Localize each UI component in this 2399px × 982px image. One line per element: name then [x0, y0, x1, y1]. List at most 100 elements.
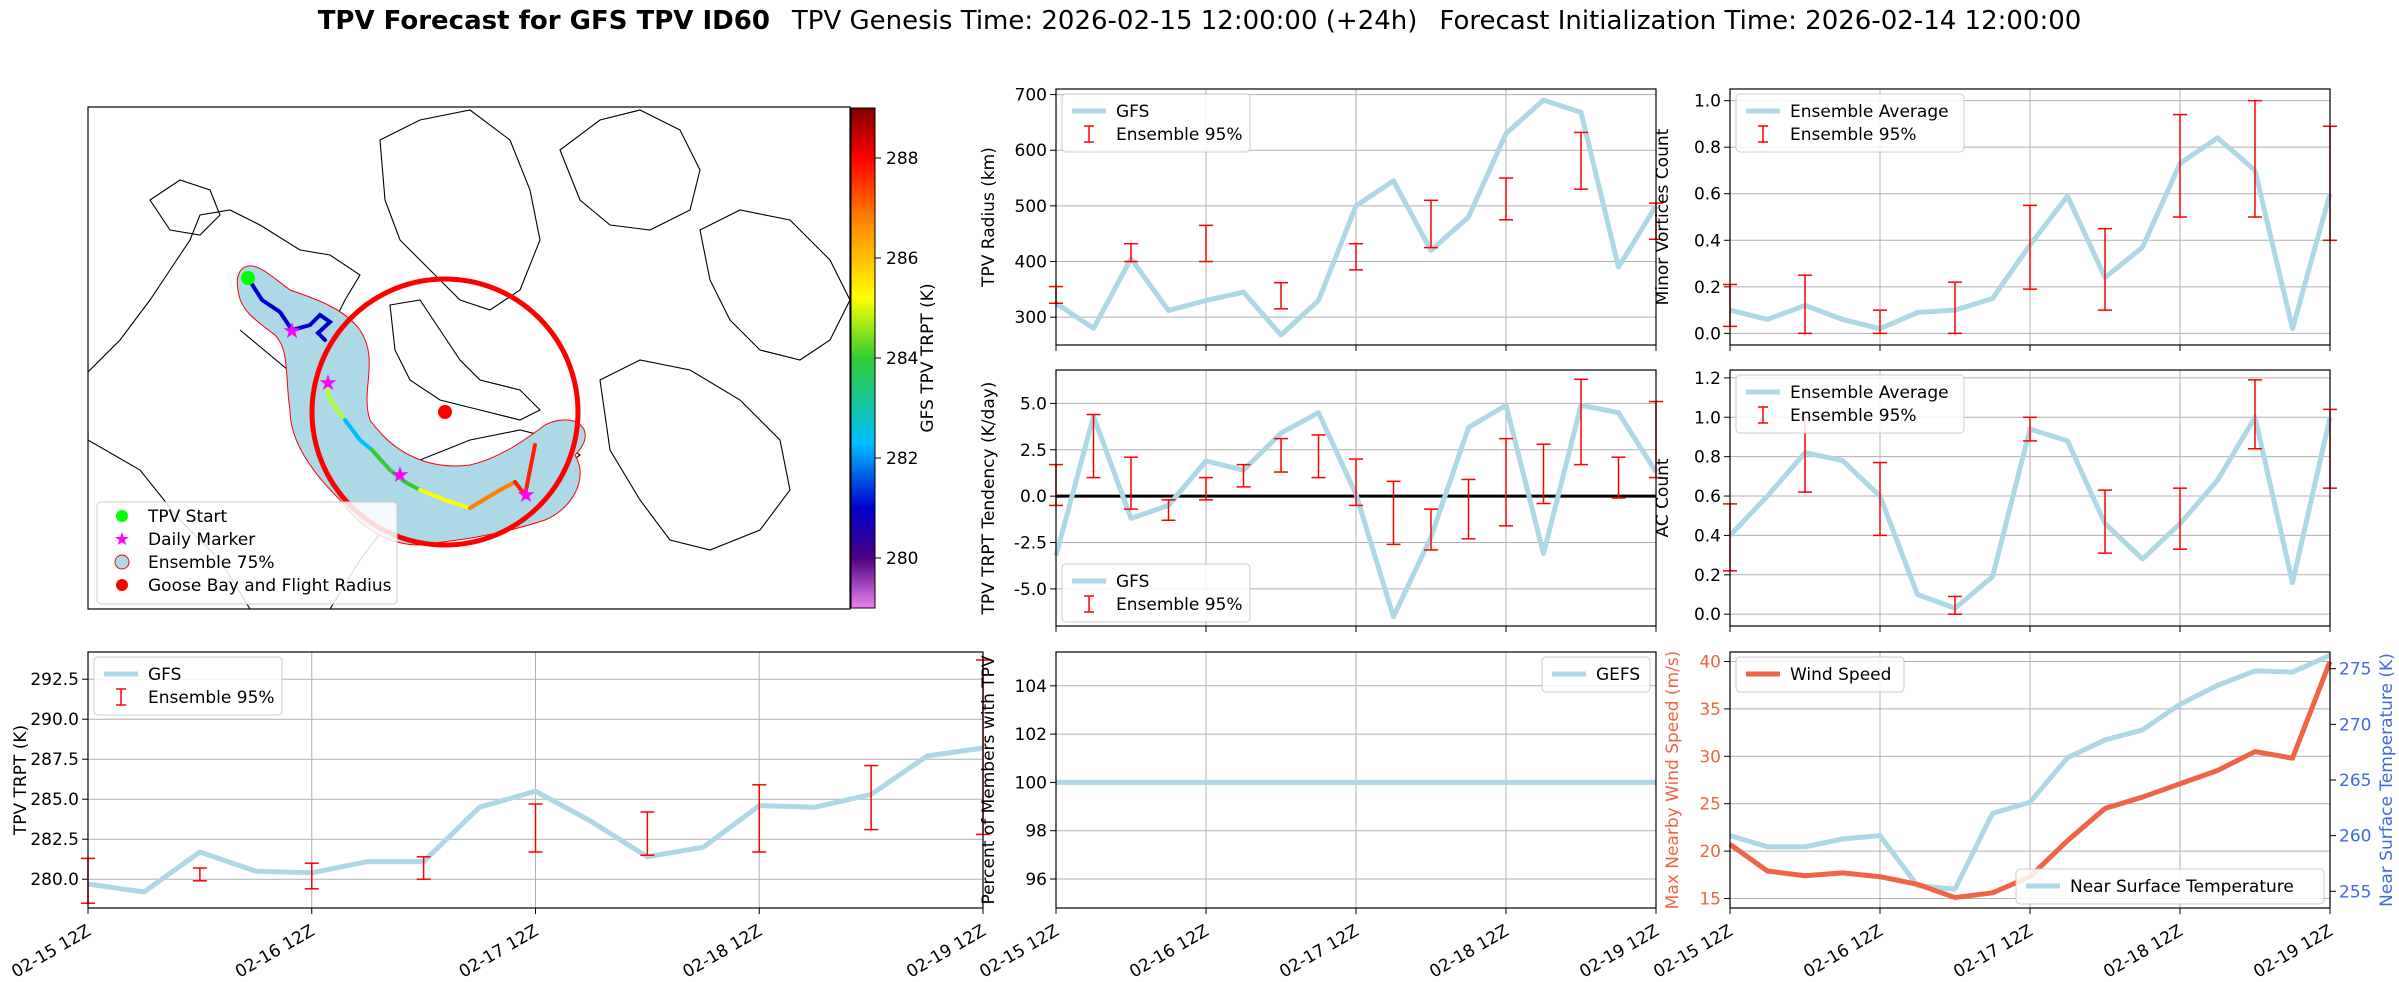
series-line [87, 745, 984, 895]
flight-radius-circle [309, 276, 581, 548]
plot-frame [1055, 88, 1657, 346]
y-tick-label: 0.4 [1694, 526, 1721, 546]
panel-minor-vortices: 0.0 0.2 0.4 0.6 0.8 1.0 Minor Vortices Count En… [1653, 88, 2337, 351]
y-tick-label: 20 [1699, 842, 1721, 862]
y-right-tick-label: 275 [2339, 660, 2371, 680]
x-tick-label: 02-18 12Z [679, 921, 765, 982]
legend-right-label: Near Surface Temperature [2070, 877, 2294, 897]
colorbar-tick-label: 284 [886, 349, 918, 369]
daily-marker: ★ [318, 371, 338, 396]
y-tick-label: 1.0 [1694, 92, 1721, 112]
x-tick-label: 02-17 12Z [1950, 921, 2036, 982]
y-tick-label: 35 [1699, 700, 1721, 720]
y-tick-label: 292.5 [30, 670, 79, 690]
legend-box [1541, 656, 1651, 693]
goose-bay-point [438, 405, 452, 419]
y-tick-label: 1.0 [1694, 408, 1721, 428]
legend-daily-marker: ★ [114, 529, 130, 550]
x-tick-label: 02-19 12Z [903, 921, 989, 982]
colorbar-tick-label: 280 [886, 549, 918, 569]
map-coast-quebec [389, 299, 541, 421]
y-tick-label: 1.2 [1694, 369, 1721, 389]
daily-markers: ★ ★ ★ ★ [282, 319, 536, 508]
legend-label: Ensemble Average [1790, 102, 1949, 122]
y-tick-label: 400 [1015, 253, 1047, 273]
y-tick-label: 300 [1015, 308, 1047, 328]
y-tick-label: -5.0 [1014, 580, 1047, 600]
x-tick-label: 02-19 12Z [1576, 921, 1662, 982]
y-tick-label: 0.4 [1694, 231, 1721, 251]
x-tick-label: 02-15 12Z [976, 921, 1062, 982]
y-tick-label: 98 [1025, 822, 1047, 842]
y-tick-label: 0.8 [1694, 448, 1721, 468]
legend-ensemble-75: Ensemble 75% [148, 553, 275, 573]
panel-tpv-trpt: 280.0 282.5 285.0 287.5 290.0 292.5 02-15 12Z 0… [8, 651, 990, 982]
x-tick-label: 02-16 12Z [1800, 921, 1886, 982]
y-tick-label: 0.6 [1694, 487, 1721, 507]
x-tick-label: 02-15 12Z [8, 921, 94, 982]
colorbar-ticks: 280 282 284 286 288 [875, 149, 918, 569]
map-legend: ★ TPV Start Daily Marker Ensemble 75% Go… [96, 501, 398, 605]
tpv-track [246, 276, 537, 510]
plot-frame [1729, 369, 2331, 627]
panel-surface: 15 20 25 30 35 40 02-15 12Z 02-16 12Z 02-17 12Z 0… [1650, 651, 2397, 982]
legend-box [1735, 656, 1905, 693]
figure-title-genesis: TPV Genesis Time: 2026-02-15 12:00:00 (+… [791, 6, 1418, 36]
y-tick-label: 0.2 [1694, 566, 1721, 586]
y-axis-label: TPV TRPT Tendency (K/day) [979, 382, 999, 616]
colorbar-tick-label: 288 [886, 149, 918, 169]
legend-daily-marker-label: Daily Marker [148, 530, 255, 550]
legend-box [1061, 93, 1251, 153]
legend-goose-marker [116, 579, 128, 591]
daily-marker: ★ [516, 483, 536, 508]
y-tick-label: 285.0 [30, 790, 79, 810]
y-tick-label: 500 [1015, 197, 1047, 217]
figure-title-init: Forecast Initialization Time: 2026-02-14… [1439, 6, 2082, 36]
y-tick-label: 25 [1699, 795, 1721, 815]
y-right-tick-label: 265 [2339, 771, 2371, 791]
legend-tpv-start: TPV Start [147, 507, 228, 527]
y-tick-label: 40 [1699, 652, 1721, 672]
y-axis-label: Max Nearby Wind Speed (m/s) [1663, 651, 1683, 910]
legend-box [1735, 93, 1965, 153]
y-tick-label: 287.5 [30, 750, 79, 770]
ensemble-75-area [236, 265, 586, 546]
map-coast-europe [599, 359, 791, 551]
y-tick-label: 0.2 [1694, 278, 1721, 298]
y-tick-label: 290.0 [30, 710, 79, 730]
x-tick-label: 02-16 12Z [1126, 921, 1212, 982]
plot-frame [87, 651, 984, 909]
y-tick-label: 2.5 [1020, 441, 1047, 461]
y-tick-label: 0.0 [1694, 605, 1721, 625]
y-right-tick-label: 270 [2339, 715, 2371, 735]
legend-label: Ensemble Average [1790, 383, 1949, 403]
plot-frame [1055, 651, 1657, 909]
y-axis-label: Percent of Members with TPV [979, 655, 999, 904]
y-axis-label: Minor Vortices Count [1653, 128, 1673, 305]
legend-label: GFS [1116, 572, 1149, 592]
legend-box [93, 656, 283, 716]
y-tick-label: 700 [1015, 86, 1047, 106]
legend-box [1735, 374, 1965, 434]
legend-label: Ensemble 95% [1116, 125, 1243, 145]
colorbar-tick-label: 286 [886, 249, 918, 269]
plot-frame [1055, 369, 1657, 627]
temperature-series-line [1729, 653, 2332, 892]
y-tick-label: 0.6 [1694, 185, 1721, 205]
series-line [1054, 97, 1659, 338]
daily-marker: ★ [282, 319, 302, 344]
legend-label: Ensemble 95% [148, 688, 275, 708]
figure-title-bold: TPV Forecast for GFS TPV ID60 [317, 6, 770, 36]
y-axis-label: TPV Radius (km) [979, 147, 999, 288]
x-tick-label: 02-16 12Z [232, 921, 318, 982]
colorbar-label: GFS TPV TRPT (K) [918, 283, 938, 432]
x-tick-label: 02-19 12Z [2250, 921, 2336, 982]
panel-tpv-radius: 300 400 500 600 700 TPV Radius (km) GFS Ensembl… [979, 86, 1663, 351]
y-tick-label: 280.0 [30, 870, 79, 890]
map-coast-greenland [379, 109, 541, 311]
y-right-tick-label: 260 [2339, 827, 2371, 847]
x-tick-label: 02-17 12Z [456, 921, 542, 982]
legend-start-marker [116, 510, 128, 522]
y-right-tick-label: 255 [2339, 882, 2371, 902]
